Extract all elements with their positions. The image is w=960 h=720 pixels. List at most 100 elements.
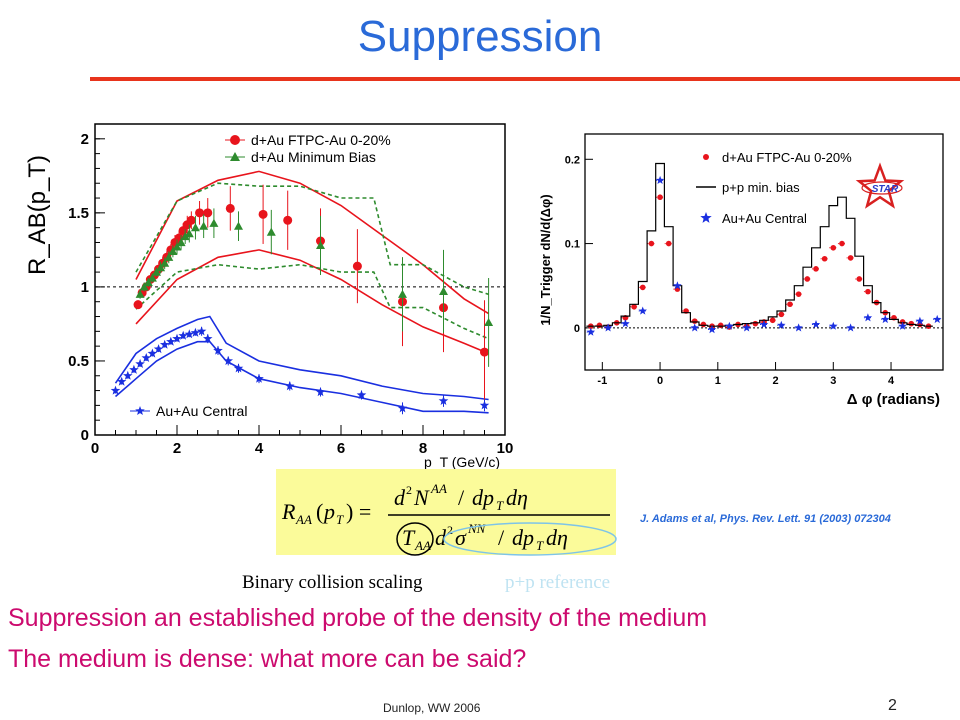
svg-text:T: T	[496, 498, 504, 513]
data-point	[266, 227, 276, 236]
data-point	[352, 261, 362, 271]
data-point	[438, 395, 449, 405]
y-axis-label: R_AB(p_T)	[24, 155, 51, 275]
svg-text:dη: dη	[506, 485, 528, 510]
data-point	[830, 244, 837, 251]
data-point	[176, 237, 186, 247]
data-point	[479, 400, 490, 410]
data-point	[316, 240, 325, 250]
data-point	[804, 276, 811, 282]
data-point	[116, 376, 127, 386]
body-line-1: Suppression an established probe of the …	[8, 604, 708, 632]
x-tick-label: 0	[657, 375, 663, 387]
y-tick-label: 1.5	[68, 205, 89, 222]
data-point	[811, 320, 821, 329]
data-point	[156, 263, 166, 272]
x-tick-label: 6	[337, 440, 345, 457]
data-point	[398, 289, 407, 298]
data-point	[196, 326, 207, 336]
star-logo: STAR	[855, 162, 905, 209]
svg-text:T: T	[402, 525, 416, 550]
legend-marker	[703, 154, 709, 160]
data-point	[813, 266, 819, 272]
svg-text:2: 2	[406, 483, 412, 497]
legend-label: Au+Au Central	[156, 403, 247, 419]
svg-text:2: 2	[447, 523, 453, 537]
svg-text:/: /	[458, 485, 465, 510]
svg-text:AA: AA	[430, 481, 447, 496]
data-point	[147, 348, 158, 358]
data-point	[621, 319, 630, 328]
page-number: 2	[888, 697, 897, 714]
data-point	[847, 255, 854, 261]
citation: J. Adams et al, Phys. Rev. Lett. 91 (200…	[640, 513, 891, 525]
legend-label: p+p min. bias	[722, 180, 800, 195]
data-point	[190, 327, 201, 337]
star-logo-icon	[855, 162, 905, 209]
data-point	[184, 329, 195, 339]
data-point	[821, 255, 828, 262]
data-point	[164, 252, 174, 261]
data-point	[110, 385, 121, 395]
data-point	[787, 301, 793, 308]
footer-author: Dunlop, WW 2006	[383, 701, 481, 715]
data-point	[794, 323, 803, 332]
legend-marker	[230, 135, 240, 145]
svg-text:σ: σ	[455, 525, 467, 550]
svg-text:T: T	[536, 538, 544, 553]
y-tick-label: 0.1	[565, 239, 580, 251]
data-point	[655, 175, 665, 184]
y-tick-label: 0	[81, 427, 89, 444]
data-point	[865, 288, 871, 295]
svg-text:dp: dp	[512, 525, 534, 550]
data-point	[186, 215, 196, 225]
data-point	[190, 223, 200, 232]
svg-text:NN: NN	[467, 521, 487, 536]
data-point	[397, 403, 408, 413]
data-point	[203, 333, 213, 343]
data-point	[898, 321, 907, 330]
data-point	[160, 258, 170, 267]
data-point	[315, 387, 326, 397]
data-point	[638, 306, 647, 315]
data-point	[673, 281, 682, 290]
star-logo-ring	[861, 181, 903, 195]
title-underline	[90, 77, 960, 81]
legend-label: Au+Au Central	[722, 211, 807, 226]
data-point	[932, 314, 942, 324]
formula-box: R AA ( p T ) = d 2 N AA / dp T dη T AA d…	[276, 469, 617, 556]
x-tick-label: -1	[597, 375, 607, 387]
data-point	[603, 323, 613, 332]
caption-binary-scaling: Binary collision scaling	[242, 572, 423, 593]
svg-text:R: R	[281, 499, 296, 524]
data-point	[285, 381, 295, 391]
x-tick-label: 8	[419, 440, 427, 457]
data-point	[184, 229, 194, 238]
data-point	[225, 203, 235, 213]
legend-label: d+Au FTPC-Au 0-20%	[722, 150, 852, 165]
data-point	[166, 336, 176, 346]
y-tick-label: 1	[81, 279, 89, 296]
data-point	[195, 208, 205, 218]
data-point	[908, 320, 915, 327]
data-point	[700, 321, 707, 328]
data-point	[223, 356, 233, 365]
data-point	[178, 330, 188, 340]
data-point	[484, 317, 494, 327]
data-point	[147, 273, 157, 282]
svg-text:(: (	[316, 499, 323, 524]
data-point	[586, 327, 596, 336]
data-point	[596, 322, 603, 329]
data-point	[209, 218, 219, 227]
data-point	[258, 209, 268, 219]
x-axis-label: Δ φ (radians)	[847, 391, 940, 408]
data-point	[725, 321, 734, 330]
data-point	[742, 323, 751, 332]
data-point	[356, 390, 367, 400]
data-point	[233, 363, 244, 373]
legend-marker	[230, 152, 240, 161]
data-point	[769, 317, 776, 324]
y-tick-label: 0	[574, 323, 580, 335]
